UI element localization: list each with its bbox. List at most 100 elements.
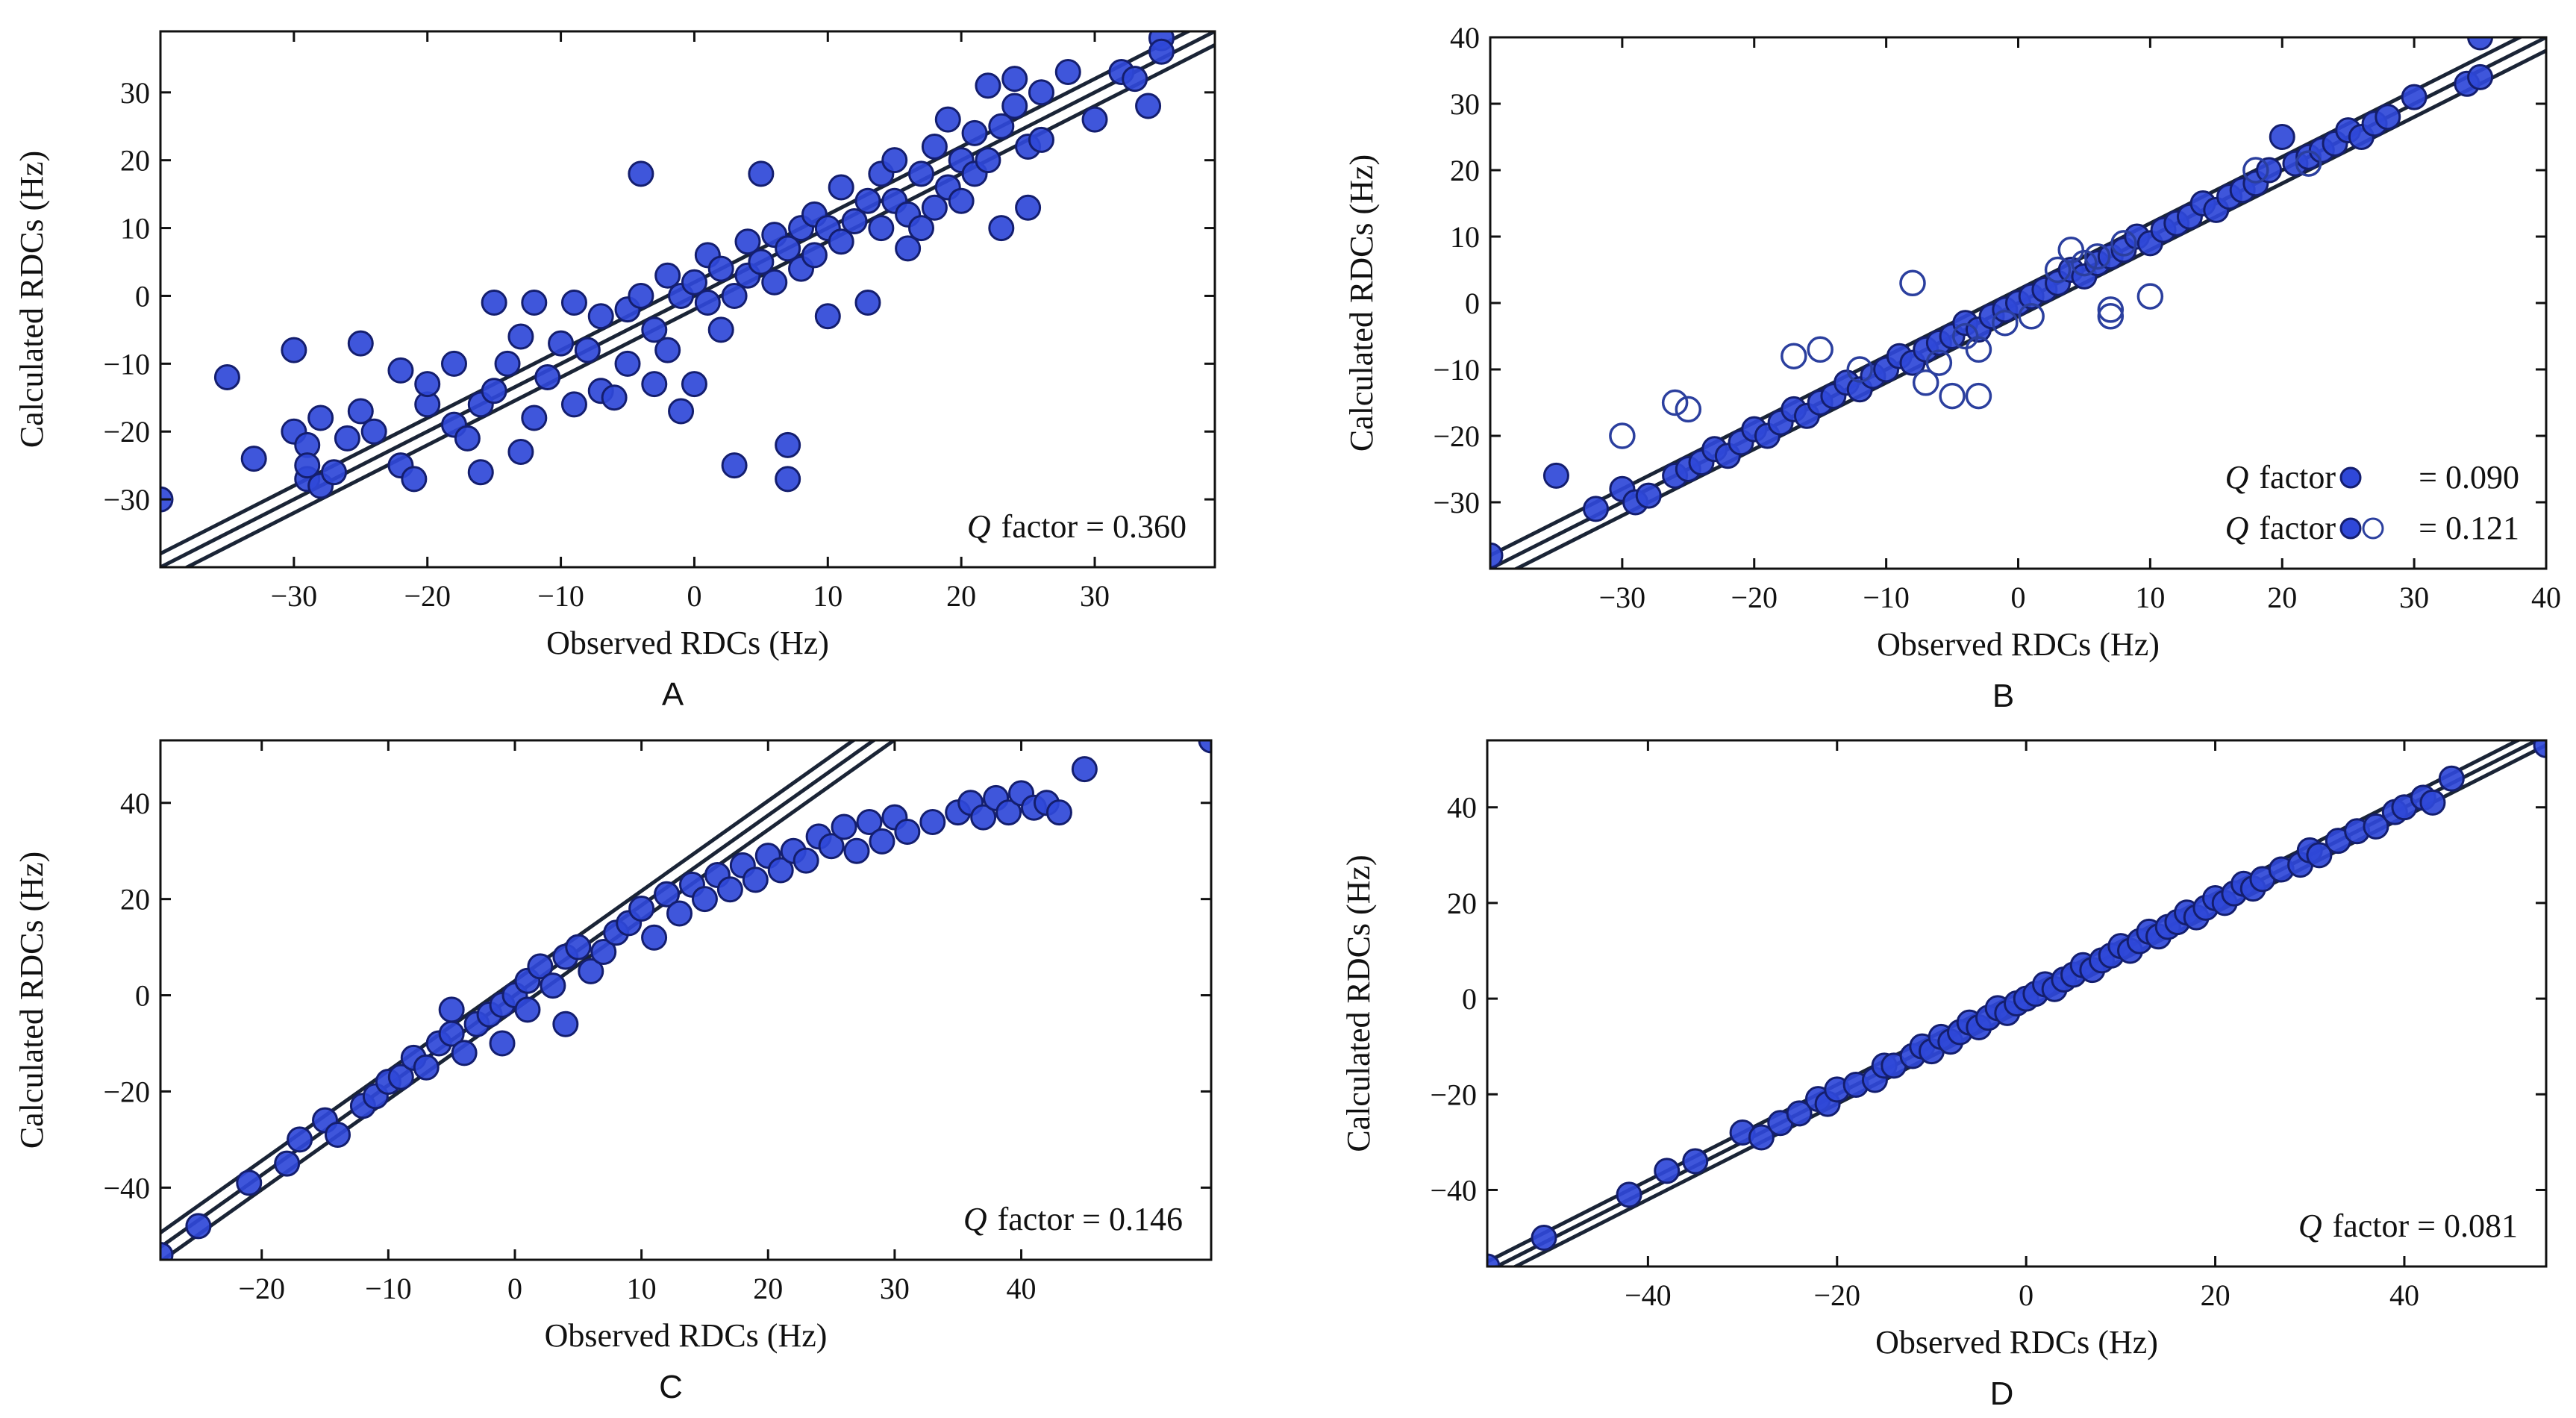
data-point xyxy=(641,316,668,343)
x-axis-label: Observed RDCs (Hz) xyxy=(546,625,829,661)
data-point xyxy=(831,813,857,840)
data-point xyxy=(540,972,566,999)
data-point xyxy=(1583,496,1609,522)
data-point xyxy=(2083,243,2111,270)
data-point xyxy=(2295,150,2322,177)
data-point xyxy=(707,255,734,282)
data-point xyxy=(521,405,548,431)
data-point xyxy=(1045,799,1072,826)
data-point xyxy=(2044,256,2072,284)
reference-line-2 xyxy=(160,740,857,1234)
data-point xyxy=(908,160,935,187)
data-point xyxy=(895,235,922,262)
x-tick-label: 30 xyxy=(1080,579,1110,613)
x-tick-label: −20 xyxy=(1813,1278,1860,1312)
q-text: factor = 0.081 xyxy=(2333,1208,2518,1244)
x-tick-label: 20 xyxy=(2267,581,2297,614)
data-point xyxy=(481,290,507,316)
data-point xyxy=(307,405,334,431)
y-tick-label: 20 xyxy=(120,144,150,178)
x-tick-label: 0 xyxy=(687,579,701,613)
data-point xyxy=(1198,740,1211,754)
data-point xyxy=(2467,63,2494,90)
data-point xyxy=(721,282,748,309)
x-tick-label: 30 xyxy=(880,1272,910,1305)
y-tick-label: −20 xyxy=(1430,1078,1477,1111)
data-point xyxy=(628,282,654,309)
plot-area xyxy=(160,740,1211,1260)
data-point xyxy=(1609,422,1636,449)
data-point xyxy=(565,934,592,961)
data-point xyxy=(2306,842,2333,869)
data-point xyxy=(489,1030,516,1057)
y-tick-label: −20 xyxy=(1433,419,1480,453)
data-point xyxy=(970,804,997,831)
data-point xyxy=(2057,237,2084,263)
y-tick-label: 30 xyxy=(120,76,150,110)
data-point xyxy=(560,391,587,418)
q-text: factor xyxy=(2259,459,2336,496)
data-point xyxy=(681,371,707,398)
panel-label: A xyxy=(662,676,684,713)
data-point xyxy=(587,303,614,330)
data-point xyxy=(1015,194,1042,221)
data-point xyxy=(481,378,507,405)
data-point xyxy=(828,174,854,201)
data-point xyxy=(628,160,654,187)
x-tick-label: 20 xyxy=(946,579,976,613)
data-point xyxy=(641,371,668,398)
panel-c: −20 −10 0 10 20 30 40 −40 −20 0 20 40 Observed RDCs … xyxy=(13,739,1213,1405)
q-text: factor xyxy=(2259,510,2336,546)
data-point xyxy=(507,438,534,465)
data-point xyxy=(761,269,788,296)
q-symbol: Q xyxy=(963,1201,987,1237)
legend-marker xyxy=(2339,517,2384,540)
data-point xyxy=(534,364,561,391)
data-point xyxy=(793,847,819,874)
x-tick-label: 10 xyxy=(2135,581,2165,614)
data-point xyxy=(438,996,465,1023)
data-point xyxy=(1661,389,1689,416)
y-axis-label: Calculated RDCs (Hz) xyxy=(1340,855,1377,1152)
data-point xyxy=(2071,249,2098,277)
data-point xyxy=(841,207,868,234)
data-point xyxy=(387,1064,414,1090)
data-point xyxy=(694,290,721,316)
y-axis-label: Calculated RDCs (Hz) xyxy=(1343,154,1380,452)
x-tick-label: −30 xyxy=(1599,581,1646,614)
data-point xyxy=(236,1169,263,1196)
series-RDCs xyxy=(1487,740,2546,1266)
data-point xyxy=(775,235,801,262)
y-tick-label: −30 xyxy=(1433,486,1480,519)
data-point xyxy=(614,350,641,377)
data-point xyxy=(507,323,534,350)
data-point xyxy=(521,290,548,316)
data-point xyxy=(975,72,1001,99)
x-tick-label: 0 xyxy=(507,1272,522,1305)
data-point xyxy=(294,452,321,479)
x-tick-label: −20 xyxy=(238,1272,285,1305)
data-point xyxy=(828,228,854,255)
data-point xyxy=(818,833,845,860)
data-point xyxy=(975,147,1001,174)
y-tick-label: 10 xyxy=(1450,220,1480,254)
data-point xyxy=(401,466,428,493)
data-point xyxy=(1028,126,1054,153)
data-point xyxy=(213,364,240,391)
data-point xyxy=(869,828,895,855)
data-point xyxy=(2401,84,2427,110)
q-symbol: Q xyxy=(2298,1208,2322,1244)
y-tick-label: 20 xyxy=(1450,154,1480,187)
panel-b: −30 −20 −10 0 10 20 30 40 −30 −20 −10 0 10 20 30 40 Obse… xyxy=(1343,21,2561,714)
data-point xyxy=(868,215,895,242)
data-point xyxy=(578,958,604,984)
data-point xyxy=(451,1040,478,1066)
data-point xyxy=(843,837,870,864)
data-point xyxy=(1531,1225,1557,1252)
data-point xyxy=(1899,269,1926,297)
data-point xyxy=(666,900,693,927)
data-point xyxy=(2097,303,2125,330)
